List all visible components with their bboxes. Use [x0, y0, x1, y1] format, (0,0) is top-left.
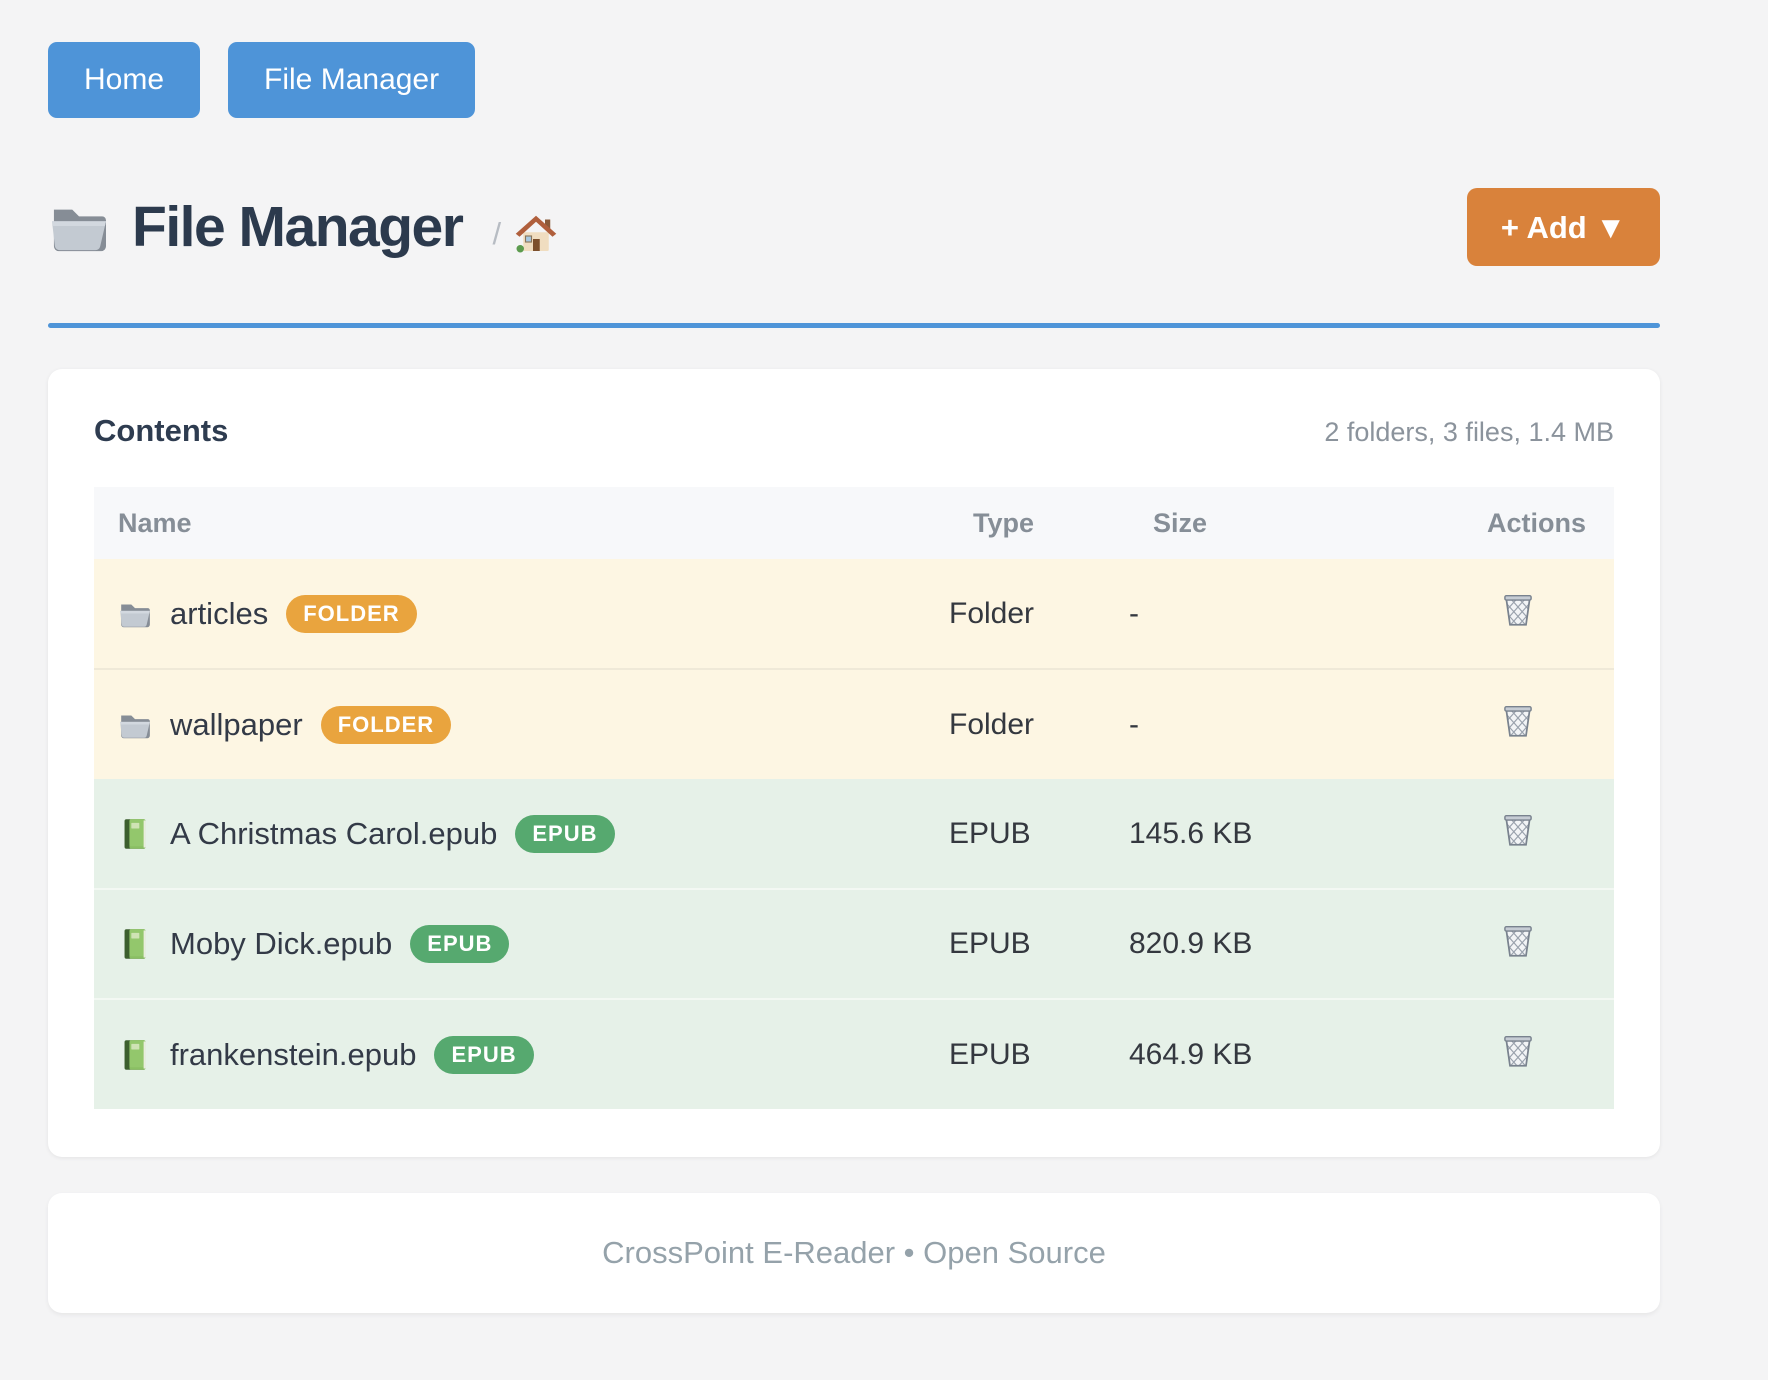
- size-cell: -: [1129, 668, 1379, 779]
- size-cell: 145.6 KB: [1129, 816, 1253, 850]
- table-row[interactable]: A Christmas Carol.epub EPUB EPUB 145.6 K…: [94, 779, 1614, 889]
- page-header: File Manager / + Add ▼: [48, 188, 1660, 266]
- type-badge: FOLDER: [286, 594, 417, 633]
- entry-name[interactable]: articles: [170, 595, 269, 631]
- folder-icon: [118, 598, 152, 630]
- top-nav: Home File Manager: [48, 0, 1660, 118]
- book-icon: [118, 818, 152, 850]
- trash-icon: [1502, 1032, 1534, 1069]
- delete-button[interactable]: [1502, 591, 1534, 628]
- book-icon: [118, 1039, 152, 1071]
- type-cell: EPUB: [949, 998, 1129, 1109]
- entry-name[interactable]: Moby Dick.epub: [170, 926, 393, 961]
- header-rule: [48, 323, 1660, 328]
- trash-icon: [1502, 702, 1534, 739]
- footer-text: CrossPoint E-Reader • Open Source: [602, 1235, 1106, 1270]
- type-badge: EPUB: [410, 925, 510, 963]
- size-cell: 820.9 KB: [1129, 888, 1379, 999]
- column-header-actions: Actions: [1379, 487, 1614, 559]
- contents-card: Contents 2 folders, 3 files, 1.4 MB Name…: [48, 369, 1660, 1157]
- type-badge: EPUB: [434, 1035, 534, 1074]
- type-cell: Folder: [949, 596, 1035, 630]
- page-container: Home File Manager File Manager / + Add ▼: [48, 0, 1660, 1313]
- delete-button[interactable]: [1502, 1032, 1534, 1069]
- file-table-body: articles FOLDER Folder -: [94, 559, 1614, 1109]
- table-row[interactable]: wallpaper FOLDER Folder -: [94, 668, 1614, 779]
- footer: CrossPoint E-Reader • Open Source: [48, 1193, 1660, 1313]
- delete-button[interactable]: [1502, 811, 1534, 848]
- type-badge: FOLDER: [320, 705, 452, 744]
- page-title: File Manager: [132, 195, 464, 259]
- trash-icon: [1502, 811, 1534, 848]
- column-header-type: Type: [949, 487, 1129, 559]
- entry-name[interactable]: frankenstein.epub: [170, 1036, 417, 1072]
- home-button[interactable]: Home: [48, 42, 201, 118]
- type-badge: EPUB: [515, 814, 615, 853]
- entry-name[interactable]: wallpaper: [170, 706, 303, 742]
- table-row[interactable]: Moby Dick.epub EPUB EPUB 820.9 KB: [94, 888, 1614, 999]
- house-icon[interactable]: [515, 213, 557, 253]
- folder-icon: [48, 200, 110, 254]
- column-header-name: Name: [94, 487, 949, 559]
- table-row[interactable]: frankenstein.epub EPUB EPUB 464.9 KB: [94, 998, 1614, 1109]
- file-table-header: Name Type Size Actions: [94, 487, 1614, 559]
- file-table: Name Type Size Actions articles FOLDER F…: [94, 487, 1614, 1109]
- trash-icon: [1502, 922, 1534, 959]
- contents-heading: Contents: [94, 413, 229, 448]
- trash-icon: [1502, 591, 1534, 628]
- type-cell: Folder: [949, 668, 1129, 779]
- delete-button[interactable]: [1502, 922, 1534, 959]
- column-header-size: Size: [1129, 487, 1379, 559]
- contents-card-header: Contents 2 folders, 3 files, 1.4 MB: [94, 413, 1614, 449]
- type-cell: EPUB: [949, 888, 1129, 999]
- size-cell: 464.9 KB: [1129, 998, 1379, 1109]
- file-manager-button[interactable]: File Manager: [228, 42, 476, 118]
- breadcrumb-separator: /: [492, 216, 502, 251]
- size-cell: -: [1129, 596, 1139, 630]
- folder-icon: [118, 709, 152, 741]
- book-icon: [118, 928, 152, 960]
- type-cell: EPUB: [949, 816, 1031, 850]
- contents-summary: 2 folders, 3 files, 1.4 MB: [1324, 417, 1614, 447]
- add-button[interactable]: + Add ▼: [1466, 188, 1660, 266]
- delete-button[interactable]: [1502, 702, 1534, 739]
- table-row[interactable]: articles FOLDER Folder -: [94, 559, 1614, 669]
- entry-name[interactable]: A Christmas Carol.epub: [170, 815, 498, 851]
